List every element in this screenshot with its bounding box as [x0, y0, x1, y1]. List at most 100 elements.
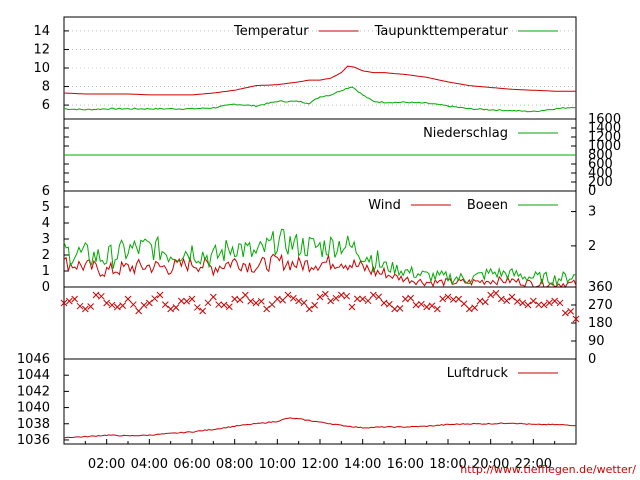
direction-marker — [71, 295, 79, 303]
direction-marker — [343, 292, 351, 300]
direction-marker — [519, 299, 527, 307]
direction-marker — [193, 304, 201, 311]
legend-label: Boeen — [467, 198, 508, 213]
direction-marker — [124, 295, 132, 303]
series-taupunkttemperatur — [64, 86, 577, 113]
x-tick-label: 08:00 — [216, 457, 253, 472]
direction-marker — [439, 295, 447, 303]
direction-marker — [396, 305, 404, 312]
direction-marker — [401, 295, 409, 303]
y-tick-label-right: 200 — [588, 175, 613, 190]
series-line — [63, 228, 577, 287]
y-tick-label: 1038 — [17, 417, 50, 432]
direction-marker — [103, 299, 111, 307]
y-tick-label-right: 1400 — [588, 121, 621, 136]
direction-marker — [508, 293, 516, 301]
direction-marker — [535, 301, 543, 309]
y-tick-label: 8 — [42, 80, 50, 95]
direction-marker — [497, 295, 505, 303]
x-tick-label: 16:00 — [387, 457, 424, 472]
direction-marker — [551, 297, 559, 305]
series-line — [64, 86, 577, 113]
direction-marker — [172, 304, 180, 311]
direction-marker — [561, 309, 569, 317]
credit-url[interactable]: http://www.tiefflegen.de/wetter/ — [460, 463, 636, 476]
direction-marker — [268, 301, 276, 308]
direction-marker — [353, 295, 361, 303]
direction-marker — [199, 307, 207, 315]
direction-marker — [135, 307, 143, 315]
direction-marker — [412, 301, 420, 309]
y-tick-label-right: 0 — [588, 352, 596, 367]
direction-marker — [444, 293, 452, 301]
series-line — [63, 253, 577, 288]
direction-marker — [241, 291, 249, 299]
y-tick-label-right: 3 — [588, 205, 596, 220]
direction-marker — [140, 301, 148, 309]
y-tick-label: 1044 — [17, 368, 50, 383]
direction-marker — [300, 299, 308, 307]
x-tick-label: 06:00 — [173, 457, 210, 472]
direction-marker — [545, 299, 553, 307]
series-line — [63, 417, 577, 439]
y-tick-label-right: 400 — [588, 166, 613, 181]
direction-marker — [529, 297, 537, 305]
direction-marker — [316, 293, 324, 301]
direction-marker — [247, 297, 255, 305]
direction-marker — [337, 291, 345, 299]
y-tick-label: 1036 — [17, 433, 50, 448]
y-tick-label: 1 — [42, 264, 50, 279]
direction-marker — [417, 300, 425, 308]
panel-wind-direction: 0 90 180 270 360 — [60, 280, 613, 367]
y-tick-label-right: 1200 — [588, 130, 621, 145]
y-tick-label: 14 — [33, 24, 50, 39]
direction-marker — [161, 301, 169, 309]
direction-marker — [284, 291, 292, 299]
direction-marker — [220, 301, 228, 309]
legend-label: Wind — [368, 198, 401, 213]
direction-marker — [92, 291, 100, 299]
direction-marker — [97, 292, 105, 300]
y-tick-label: 0 — [42, 280, 50, 295]
x-axis: 02:00 04:00 06:00 08:00 10:00 12:00 14:00 16:00… — [63, 439, 577, 472]
direction-marker — [305, 305, 313, 313]
y-tick-label-right: 1600 — [588, 112, 621, 127]
direction-marker — [385, 300, 393, 308]
x-tick-label: 14:00 — [344, 457, 381, 472]
y-tick-label-right: 1000 — [588, 139, 621, 154]
direction-marker — [204, 299, 212, 307]
direction-marker — [183, 297, 191, 305]
direction-marker — [348, 303, 356, 311]
panel-temperature: 6 8 10 12 14 Taupunkttemperatur Temperatur — [33, 16, 577, 120]
x-tick-label: 18:00 — [429, 457, 466, 472]
x-tick-label: 04:00 — [131, 457, 168, 472]
direction-marker — [476, 297, 484, 305]
legend-label: Temperatur — [233, 24, 309, 39]
direction-marker — [87, 303, 95, 310]
direction-marker — [327, 297, 335, 305]
direction-marker — [380, 299, 388, 307]
series-boeen — [63, 228, 577, 287]
direction-marker — [465, 305, 473, 313]
direction-marker — [263, 305, 271, 313]
direction-marker — [177, 297, 185, 305]
y-tick-label-right: 2 — [588, 239, 596, 254]
y-tick-label-right: 600 — [588, 157, 613, 172]
direction-marker — [572, 315, 580, 323]
direction-marker — [209, 293, 217, 301]
direction-marker — [321, 290, 329, 298]
direction-marker — [375, 293, 383, 301]
y-tick-label: 1040 — [17, 401, 50, 416]
y-tick-label: 12 — [33, 42, 50, 57]
y-tick-label: 5 — [42, 200, 50, 215]
direction-marker — [113, 303, 121, 311]
direction-marker — [167, 305, 175, 313]
legend-label: Taupunkttemperatur — [374, 24, 509, 39]
direction-marker — [359, 295, 367, 303]
direction-marker — [311, 301, 319, 309]
direction-marker — [225, 303, 233, 311]
direction-marker — [332, 294, 340, 302]
y-tick-label-right: 90 — [588, 334, 605, 349]
